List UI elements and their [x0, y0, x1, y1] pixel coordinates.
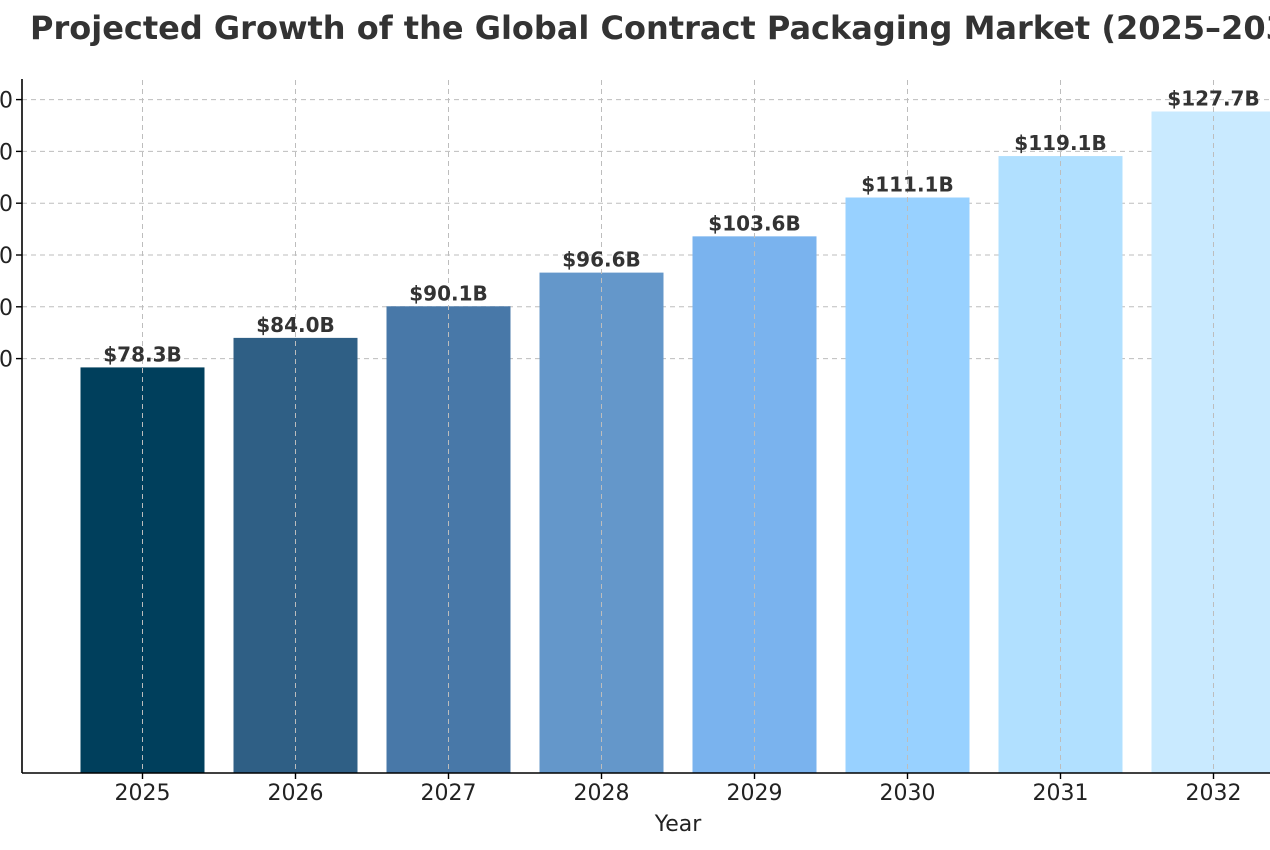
x-tick-label: 2029 — [727, 781, 783, 806]
x-tick-label: 2025 — [115, 781, 171, 806]
bar-2032 — [1151, 111, 1270, 774]
bar-value-label: $90.1B — [409, 281, 488, 305]
chart-title: Projected Growth of the Global Contract … — [30, 9, 1270, 47]
bar-value-label: $111.1B — [861, 173, 953, 197]
bar-value-label: $103.6B — [708, 211, 800, 235]
bar-value-label: $84.0B — [256, 313, 335, 337]
y-tick-label: 0 — [0, 296, 13, 321]
bar-value-label: $127.7B — [1167, 87, 1259, 111]
vertical-grid — [142, 80, 1214, 773]
y-tick-label: 0 — [0, 89, 13, 114]
y-tick-label: 0 — [0, 140, 13, 165]
y-tick-label: 0 — [0, 192, 13, 217]
x-tick-label: 2028 — [574, 781, 630, 806]
x-axis-label: Year — [654, 812, 703, 837]
bar-2031 — [998, 156, 1123, 773]
y-tick-label: 0 — [0, 348, 13, 373]
bar-value-label: $96.6B — [562, 248, 641, 272]
y-tick-label: 0 — [0, 244, 13, 269]
x-tick-labels: 2025 2026 2027 2028 2029 2030 2031 2032 — [115, 781, 1242, 806]
x-tick-label: 2026 — [268, 781, 324, 806]
x-tick-label: 2030 — [880, 781, 936, 806]
bar-2026 — [233, 337, 358, 773]
axes — [16, 79, 1270, 779]
bar-value-label: $78.3B — [103, 342, 182, 366]
bar-value-label: $119.1B — [1014, 131, 1106, 155]
x-tick-label: 2032 — [1186, 781, 1242, 806]
x-tick-label: 2027 — [421, 781, 477, 806]
bars — [80, 111, 1270, 774]
y-tick-labels: 0 0 0 0 0 0 — [0, 89, 13, 373]
bar-labels: $78.3B $84.0B $90.1B $96.6B $103.6B $111.1B $1… — [103, 87, 1259, 367]
x-tick-label: 2031 — [1033, 781, 1089, 806]
